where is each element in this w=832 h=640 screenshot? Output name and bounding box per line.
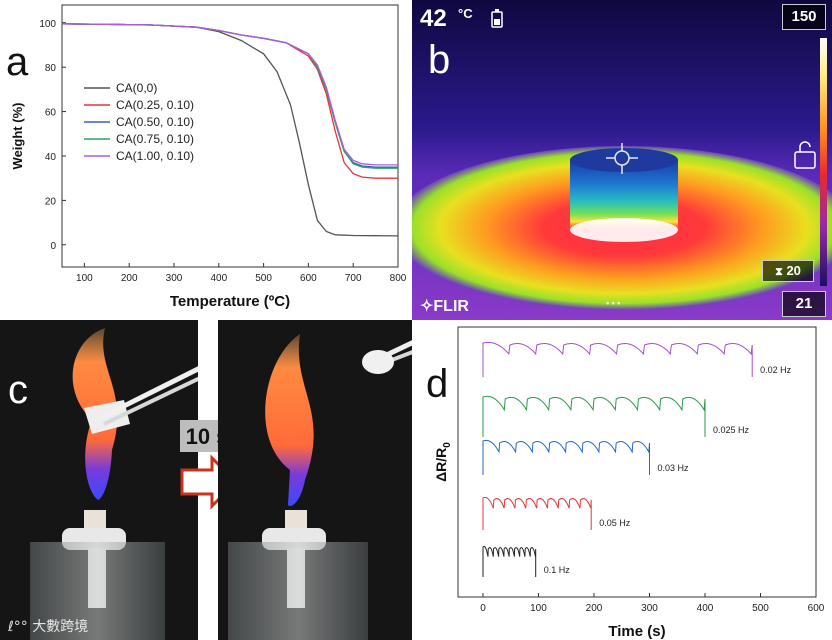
frequency-label: 0.1 Hz [544,565,571,575]
tga-series-line [61,23,399,237]
temperature-unit: °C [458,6,473,21]
emissivity-indicator: ⧗ 20 [762,260,814,282]
resistance-x-axis-label: Time (s) [608,623,665,640]
tga-y-tick-label: 60 [45,108,57,119]
sample-disc-right [362,350,394,374]
tga-x-tick-label: 800 [390,273,407,284]
flame-right [265,334,314,506]
crosshair-icon [606,143,638,174]
resistance-x-tick-label: 0 [480,603,486,614]
menu-dots-button[interactable]: • • • [606,298,621,308]
color-scale-bar [820,38,827,286]
tga-y-tick-label: 80 [45,63,57,74]
tga-series-line [61,23,398,168]
emissivity-value: 20 [786,263,801,278]
resistance-x-tick-label: 200 [586,603,603,614]
watermark-logo-icon: ℓ°° [8,619,28,635]
frequency-label: 0.02 Hz [760,365,792,375]
watermark-text: 大數跨境 [32,619,89,635]
tga-x-tick-label: 100 [76,273,93,284]
alcohol-lamp-left [30,542,165,640]
wick-right [285,510,307,530]
rotate-lock-icon [794,141,816,169]
legend-label: CA(0,0) [116,81,157,95]
panel-b-thermal-image: 42 °C b 150 21 ⧗ 20 ✧FLIR • • • [412,0,832,320]
legend-label: CA(0.75, 0.10) [116,132,194,146]
panel-letter-a: a [6,40,29,84]
tweezers-right [362,340,412,374]
tga-x-tick-label: 600 [300,273,317,284]
panel-a-tga-chart: 100 200 300 400 500 600 700 800 0 20 40 60 80 100 CA(… [0,0,412,320]
resistance-plot-frame [457,326,817,598]
tga-x-tick-label: 700 [345,273,362,284]
scale-max-box: 150 [782,4,826,30]
resistance-series-line [482,496,592,530]
tga-x-tick-label: 300 [166,273,183,284]
tweezers-left [102,365,202,419]
tga-x-tick-label: 200 [121,273,138,284]
cylinder-hot-base [570,218,678,242]
resistance-series-line [482,395,706,437]
tga-y-tick-label: 0 [50,241,56,252]
frequency-label: 0.03 Hz [657,463,689,473]
flir-logo: ✧FLIR [420,296,469,316]
cylinder-top [570,148,678,172]
flame-scene: 10 s [0,320,412,640]
frequency-label: 0.025 Hz [713,425,750,435]
tga-y-tick-label: 100 [39,19,56,30]
panel-c-flame-test: 10 s c ℓ°° 大數跨境 [0,320,412,640]
tga-series-line [61,23,398,166]
legend-label: CA(1.00, 0.10) [116,149,194,163]
resistance-series-line [482,341,753,377]
resistance-series-line [482,545,537,577]
tga-x-tick-label: 500 [255,273,272,284]
tga-y-axis-label: Weight (%) [10,103,25,170]
resistance-series-line [482,439,650,475]
panel-letter-b: b [428,38,451,82]
tga-chart-svg: 100 200 300 400 500 600 700 800 0 20 40 60 80 100 CA(… [10,4,407,310]
flir-brand-text: FLIR [433,298,469,315]
tga-y-tick-label: 20 [45,196,57,207]
tga-x-axis-label: Temperature (ºC) [170,293,290,310]
tga-x-tick-label: 400 [210,273,227,284]
tga-series-line [61,23,398,169]
resistance-y-axis-label: ΔR/R0 [433,442,453,482]
legend-label: CA(0.25, 0.10) [116,98,194,112]
resistance-x-tick-label: 600 [808,603,825,614]
legend-label: CA(0.50, 0.10) [116,115,194,129]
resistance-x-tick-label: 500 [752,603,769,614]
tga-plot-frame [61,4,399,268]
panel-d-resistance-chart: 0 100 200 300 400 500 600 0.02 Hz 0.025 Hz 0.03 … [412,320,832,640]
wick-left [84,510,106,530]
panel-letter-d: d [426,362,449,406]
resistance-chart-svg: 0 100 200 300 400 500 600 0.02 Hz 0.025 Hz 0.03 … [433,326,825,640]
alcohol-lamp-right [228,542,368,640]
resistance-x-tick-label: 300 [641,603,658,614]
scale-min-box: 21 [782,291,826,317]
panel-letter-c: c [8,368,28,412]
battery-icon [491,9,503,28]
frequency-label: 0.05 Hz [599,518,631,528]
resistance-x-tick-label: 100 [530,603,547,614]
temperature-readout: 42 [420,5,447,32]
tga-y-tick-label: 40 [45,152,57,163]
watermark: ℓ°° 大數跨境 [8,616,88,636]
emissivity-icon: ⧗ [775,266,783,278]
flir-logo-icon: ✧ [420,298,434,315]
resistance-x-tick-label: 400 [697,603,714,614]
